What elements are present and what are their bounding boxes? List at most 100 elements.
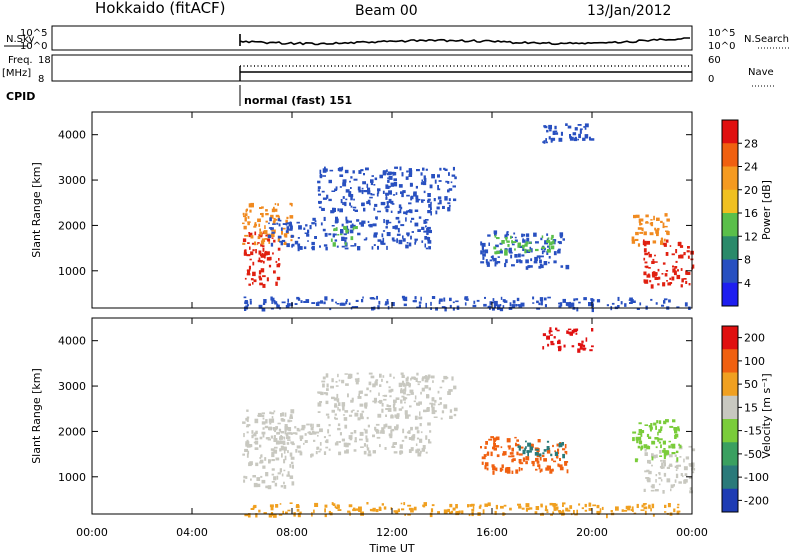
- data-cell: [648, 462, 652, 464]
- data-cell: [644, 252, 649, 256]
- data-cell: [254, 224, 257, 227]
- data-cell: [413, 506, 417, 511]
- data-cell: [645, 221, 649, 224]
- data-cell: [526, 507, 530, 511]
- data-cell: [413, 191, 417, 196]
- data-cell: [430, 211, 432, 216]
- data-cell: [662, 459, 666, 464]
- data-cell: [343, 233, 347, 236]
- data-cell: [426, 236, 429, 240]
- data-cell: [368, 372, 373, 375]
- data-cell: [465, 298, 469, 301]
- colorbar-tick-label: -15: [744, 425, 762, 438]
- data-cell: [399, 209, 402, 214]
- data-cell: [451, 510, 454, 513]
- data-cell: [275, 426, 278, 429]
- data-cell: [420, 431, 423, 434]
- data-cell: [388, 433, 393, 437]
- data-cell: [245, 417, 248, 421]
- data-cell: [379, 174, 383, 179]
- data-cell: [385, 197, 388, 200]
- data-cell: [497, 307, 500, 310]
- data-cell: [480, 241, 483, 246]
- data-cell: [458, 510, 461, 514]
- data-cell: [303, 301, 307, 303]
- data-cell: [676, 306, 680, 308]
- data-cell: [428, 229, 432, 234]
- data-cell: [323, 301, 326, 305]
- data-cell: [642, 503, 646, 506]
- data-cell: [403, 211, 407, 215]
- data-cell: [271, 237, 274, 239]
- data-cell: [412, 434, 415, 438]
- data-cell: [487, 234, 491, 237]
- data-cell: [509, 452, 514, 455]
- data-cell: [506, 231, 509, 235]
- data-cell: [544, 297, 547, 301]
- data-cell: [643, 506, 648, 510]
- data-cell: [243, 250, 247, 255]
- data-cell: [644, 265, 649, 268]
- data-cell: [525, 233, 530, 237]
- data-cell: [345, 301, 348, 305]
- data-cell: [564, 450, 567, 454]
- data-cell: [326, 439, 329, 444]
- data-cell: [372, 383, 376, 388]
- data-cell: [674, 465, 678, 468]
- data-cell: [494, 234, 497, 238]
- data-cell: [405, 217, 407, 222]
- data-cell: [277, 247, 281, 251]
- data-cell: [375, 379, 378, 384]
- data-cell: [280, 413, 282, 417]
- data-cell: [688, 463, 692, 466]
- data-cell: [400, 224, 405, 227]
- data-cell: [527, 452, 529, 457]
- data-cell: [318, 193, 321, 196]
- x-tick-label: 08:00: [276, 526, 308, 539]
- data-cell: [382, 190, 385, 194]
- data-cell: [524, 248, 527, 254]
- data-cell: [297, 512, 301, 518]
- data-cell: [573, 298, 576, 302]
- data-cell: [299, 435, 304, 440]
- data-cell: [495, 467, 498, 472]
- data-cell: [421, 447, 425, 452]
- data-cell: [495, 244, 499, 248]
- data-cell: [551, 137, 556, 141]
- data-cell: [417, 229, 421, 232]
- data-cell: [452, 301, 455, 304]
- data-cell: [258, 234, 263, 238]
- data-cell: [494, 510, 497, 515]
- data-cell: [388, 190, 392, 195]
- data-cell: [335, 227, 338, 231]
- nsearch-label: N.Search: [744, 34, 789, 45]
- data-cell: [643, 279, 646, 283]
- data-cell: [551, 458, 554, 461]
- data-cell: [261, 238, 266, 242]
- data-cell: [631, 236, 635, 241]
- data-cell: [322, 197, 327, 200]
- power-ylabel: Slant Range [km]: [30, 162, 43, 258]
- data-cell: [386, 169, 388, 173]
- data-cell: [341, 166, 344, 171]
- data-cell: [503, 300, 508, 303]
- data-cell: [641, 430, 645, 434]
- data-cell: [264, 457, 267, 461]
- data-cell: [252, 249, 255, 252]
- data-cell: [511, 455, 515, 458]
- data-cell: [370, 193, 373, 196]
- data-cell: [319, 401, 322, 403]
- data-cell: [553, 460, 557, 463]
- data-cell: [255, 463, 258, 466]
- data-cell: [255, 430, 258, 434]
- data-cell: [649, 426, 653, 430]
- data-cell: [277, 218, 281, 222]
- data-cell: [356, 219, 360, 222]
- data-cell: [512, 300, 516, 304]
- data-cell: [486, 451, 490, 456]
- data-cell: [430, 508, 434, 513]
- data-cell: [295, 432, 298, 435]
- data-cell: [401, 172, 404, 177]
- data-cell: [486, 467, 489, 471]
- data-cell: [547, 245, 550, 248]
